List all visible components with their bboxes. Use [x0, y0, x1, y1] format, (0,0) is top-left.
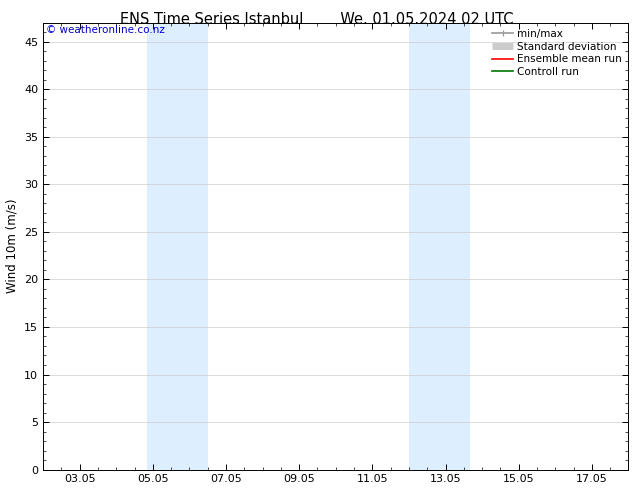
- Text: ENS Time Series Istanbul        We. 01.05.2024 02 UTC: ENS Time Series Istanbul We. 01.05.2024 …: [120, 12, 514, 27]
- Bar: [146, 23, 208, 469]
- Bar: [409, 23, 470, 469]
- Text: © weatheronline.co.nz: © weatheronline.co.nz: [46, 25, 165, 35]
- Y-axis label: Wind 10m (m/s): Wind 10m (m/s): [6, 199, 18, 294]
- Legend: min/max, Standard deviation, Ensemble mean run, Controll run: min/max, Standard deviation, Ensemble me…: [488, 25, 626, 81]
